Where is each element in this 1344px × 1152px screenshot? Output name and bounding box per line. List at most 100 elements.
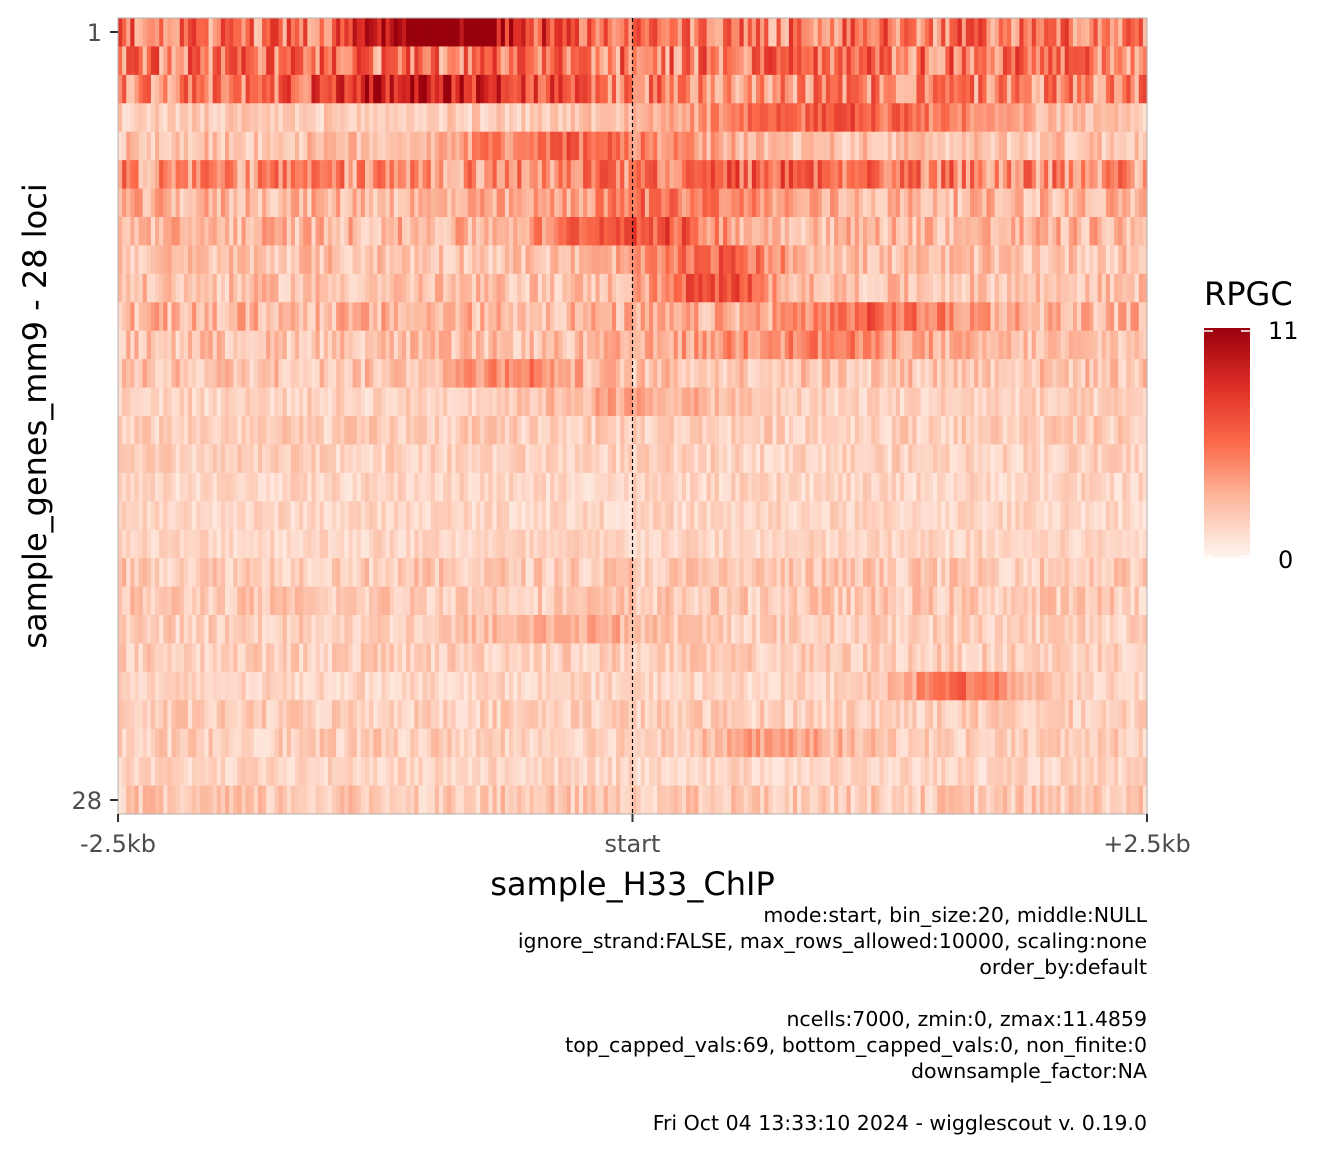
heatmap-cell xyxy=(673,330,679,360)
heatmap-cell xyxy=(142,330,148,360)
heatmap-cell xyxy=(307,188,313,218)
heatmap-cell xyxy=(155,302,160,332)
heatmap-cell xyxy=(974,330,979,360)
heatmap-cell xyxy=(953,273,959,303)
heatmap-cell xyxy=(126,46,131,76)
heatmap-cell xyxy=(1011,330,1016,360)
heatmap-cell xyxy=(768,330,774,360)
heatmap-cell xyxy=(1081,558,1086,588)
heatmap-cell xyxy=(233,46,238,76)
heatmap-cell xyxy=(661,558,667,588)
heatmap-cell xyxy=(455,103,461,133)
heatmap-cell xyxy=(509,529,514,559)
heatmap-cell xyxy=(669,74,675,104)
heatmap-cell xyxy=(669,529,675,559)
heatmap-cell xyxy=(282,18,288,48)
heatmap-cell xyxy=(1093,472,1099,502)
heatmap-cell xyxy=(611,131,617,161)
heatmap-cell xyxy=(1134,444,1140,474)
heatmap-cell xyxy=(517,245,522,275)
heatmap-cell xyxy=(118,74,123,104)
heatmap-cell xyxy=(1126,188,1132,218)
heatmap-cell xyxy=(138,387,144,417)
heatmap-cell xyxy=(706,387,712,417)
heatmap-cell xyxy=(755,501,761,531)
heatmap-cell xyxy=(797,472,802,502)
heatmap-cell xyxy=(1068,359,1074,389)
heatmap-cell xyxy=(175,558,181,588)
heatmap-cell xyxy=(525,273,531,303)
heatmap-cell xyxy=(266,444,271,474)
heatmap-cell xyxy=(1011,18,1016,48)
heatmap-cell xyxy=(920,188,926,218)
heatmap-cell xyxy=(616,160,621,190)
heatmap-cell xyxy=(817,416,823,446)
heatmap-cell xyxy=(1044,359,1049,389)
heatmap-cell xyxy=(430,501,436,531)
heatmap-cell xyxy=(476,46,481,76)
heatmap-cell xyxy=(657,302,662,332)
heatmap-cell xyxy=(196,359,201,389)
heatmap-cell xyxy=(225,472,230,502)
heatmap-cell xyxy=(772,160,778,190)
heatmap-cell xyxy=(434,217,440,247)
heatmap-cell xyxy=(982,302,988,332)
heatmap-cell xyxy=(1011,416,1016,446)
heatmap-cell xyxy=(587,501,592,531)
heatmap-cell xyxy=(1126,359,1132,389)
heatmap-cell xyxy=(546,387,551,417)
heatmap-cell xyxy=(562,103,568,133)
heatmap-cell xyxy=(1130,558,1136,588)
heatmap-cell xyxy=(714,558,720,588)
heatmap-cell xyxy=(702,188,708,218)
heatmap-cell xyxy=(895,217,901,247)
heatmap-cell xyxy=(846,160,852,190)
heatmap-cell xyxy=(414,273,420,303)
heatmap-cell xyxy=(883,302,889,332)
heatmap-cell xyxy=(751,18,757,48)
heatmap-cell xyxy=(1015,217,1021,247)
heatmap-cell xyxy=(731,188,736,218)
heatmap-cell xyxy=(270,359,276,389)
heatmap-cell xyxy=(241,245,247,275)
heatmap-cell xyxy=(706,273,712,303)
heatmap-cell xyxy=(1052,416,1058,446)
heatmap-cell xyxy=(1056,188,1062,218)
heatmap-cell xyxy=(895,46,901,76)
heatmap-cell xyxy=(558,131,564,161)
heatmap-cell xyxy=(895,558,901,588)
heatmap-cell xyxy=(1089,302,1095,332)
heatmap-cell xyxy=(476,359,481,389)
heatmap-cell xyxy=(500,501,506,531)
heatmap-cell xyxy=(970,387,975,417)
heatmap-cell xyxy=(1027,74,1033,104)
heatmap-cell xyxy=(908,46,913,76)
heatmap-cell xyxy=(430,387,436,417)
heatmap-cell xyxy=(982,18,988,48)
heatmap-cell xyxy=(809,46,815,76)
heatmap-cell xyxy=(1138,359,1144,389)
heatmap-cell xyxy=(270,416,276,446)
heatmap-cell xyxy=(735,273,741,303)
heatmap-cell xyxy=(319,160,325,190)
heatmap-cell xyxy=(974,46,979,76)
heatmap-cell xyxy=(406,302,411,332)
heatmap-cell xyxy=(360,18,366,48)
heatmap-cell xyxy=(924,46,930,76)
heatmap-cell xyxy=(369,160,374,190)
heatmap-cell xyxy=(410,18,415,48)
heatmap-cell xyxy=(813,103,819,133)
heatmap-cell xyxy=(410,160,415,190)
heatmap-cell xyxy=(323,18,329,48)
heatmap-cell xyxy=(805,416,811,446)
heatmap-cell xyxy=(648,558,654,588)
heatmap-cell xyxy=(500,330,506,360)
heatmap-cell xyxy=(233,387,238,417)
heatmap-cell xyxy=(257,18,263,48)
heatmap-cell xyxy=(1048,74,1053,104)
heatmap-cell xyxy=(356,46,362,76)
heatmap-cell xyxy=(389,330,395,360)
heatmap-cell xyxy=(146,18,152,48)
heatmap-cell xyxy=(1093,245,1099,275)
heatmap-cell xyxy=(245,387,251,417)
